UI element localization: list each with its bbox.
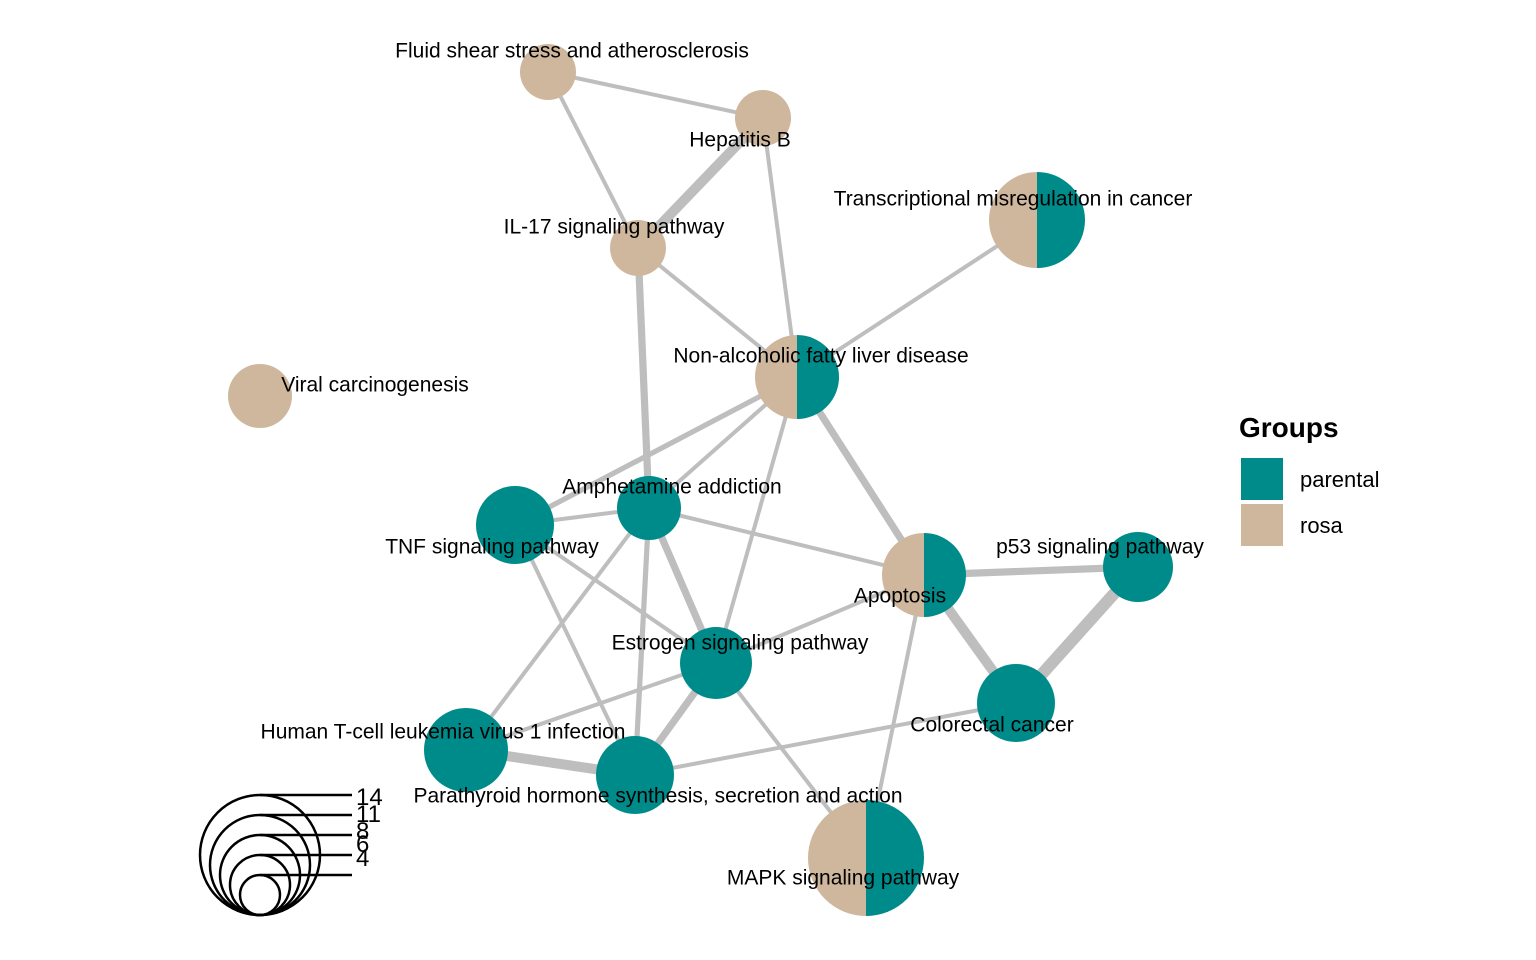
edge-amph-htlv (464, 506, 651, 752)
node-label-nafld: Non-alcoholic fatty liver disease (673, 345, 968, 368)
legend-key-parental (1241, 458, 1283, 500)
node-label-tnf: TNF signaling pathway (385, 536, 599, 559)
edge-colo-pth (634, 701, 1017, 777)
node-nafld (755, 335, 839, 419)
pie-slice-parental (1037, 172, 1085, 268)
pie-slice-parental (680, 627, 752, 699)
pie-slice-rosa (989, 172, 1037, 268)
label-layer: Fluid shear stress and atherosclerosis He… (261, 40, 1205, 890)
size-legend-labels: 14 11 8 6 4 (356, 784, 383, 872)
size-legend-label-11: 11 (356, 801, 381, 828)
size-legend-label-8: 8 (356, 818, 369, 845)
pie-slice-rosa (228, 364, 292, 428)
node-label-transc: Transcriptional misregulation in cancer (834, 188, 1193, 211)
node-htlv (424, 708, 508, 792)
node-layer (228, 44, 1173, 916)
edge-nafld-tnf (513, 374, 799, 528)
node-pth (596, 736, 674, 814)
legend-key-rosa (1241, 504, 1283, 546)
node-mapk (808, 800, 924, 916)
pie-slice-rosa (808, 800, 866, 916)
pie-slice-rosa (610, 220, 666, 276)
size-legend-label-4: 4 (356, 845, 369, 872)
size-legend-label-14: 14 (356, 784, 383, 811)
node-tnf (476, 486, 554, 564)
node-colo (977, 664, 1055, 742)
node-apop (882, 533, 966, 617)
node-label-colo: Colorectal cancer (910, 714, 1073, 737)
legend-label-parental: parental (1300, 467, 1380, 492)
pie-slice-rosa (882, 533, 924, 617)
node-estro (680, 627, 752, 699)
edge-estro-htlv (465, 661, 717, 752)
pie-slice-parental (424, 708, 508, 792)
edge-fluid-il17 (546, 71, 640, 249)
node-label-htlv: Human T-cell leukemia virus 1 infection (261, 721, 626, 744)
edge-tnf-pth (513, 524, 637, 776)
size-legend (198, 793, 352, 917)
edge-amph-apop (648, 506, 925, 577)
edge-fluid-hepb (547, 70, 764, 120)
node-label-pth: Parathyroid hormone synthesis, secretion… (413, 785, 902, 808)
pie-slice-parental (476, 486, 554, 564)
node-hepb (735, 90, 791, 146)
node-label-viral: Viral carcinogenesis (281, 374, 469, 397)
edge-tnf-estro (513, 523, 718, 665)
pie-slice-parental (596, 736, 674, 814)
node-viral (228, 364, 292, 428)
edge-hepb-nafld (761, 117, 799, 378)
pie-slice-rosa (735, 90, 791, 146)
node-amph (617, 476, 681, 540)
pie-slice-parental (1103, 532, 1173, 602)
node-fluid (520, 44, 576, 100)
legend-label-rosa: rosa (1300, 513, 1344, 538)
edge-nafld-estro (714, 376, 799, 664)
node-il17 (610, 220, 666, 276)
pie-slice-parental (797, 335, 839, 419)
legend-title: Groups (1239, 412, 1339, 443)
node-label-hepb: Hepatitis B (689, 129, 791, 152)
pie-slice-parental (866, 800, 924, 916)
node-label-il17: IL-17 signaling pathway (504, 216, 725, 239)
node-label-p53: p53 signaling pathway (996, 536, 1204, 559)
pie-slice-rosa (520, 44, 576, 100)
node-label-apop: Apoptosis (854, 585, 946, 608)
node-label-mapk: MAPK signaling pathway (727, 867, 960, 890)
pie-slice-parental (617, 476, 681, 540)
pie-slice-rosa (755, 335, 797, 419)
size-legend-label-6: 6 (356, 831, 369, 858)
edge-amph-pth (632, 507, 652, 776)
pie-slice-parental (977, 664, 1055, 742)
node-label-estro: Estrogen signaling pathway (612, 632, 869, 655)
node-label-amph: Amphetamine addiction (562, 476, 781, 499)
pie-slice-parental (924, 533, 966, 617)
node-transc (989, 172, 1085, 268)
edge-il17-amph (634, 247, 653, 509)
node-label-fluid: Fluid shear stress and atherosclerosis (395, 40, 749, 63)
group-legend: Groups parental rosa (1239, 412, 1380, 546)
node-p53 (1103, 532, 1173, 602)
edge-hepb-il17 (634, 114, 767, 252)
